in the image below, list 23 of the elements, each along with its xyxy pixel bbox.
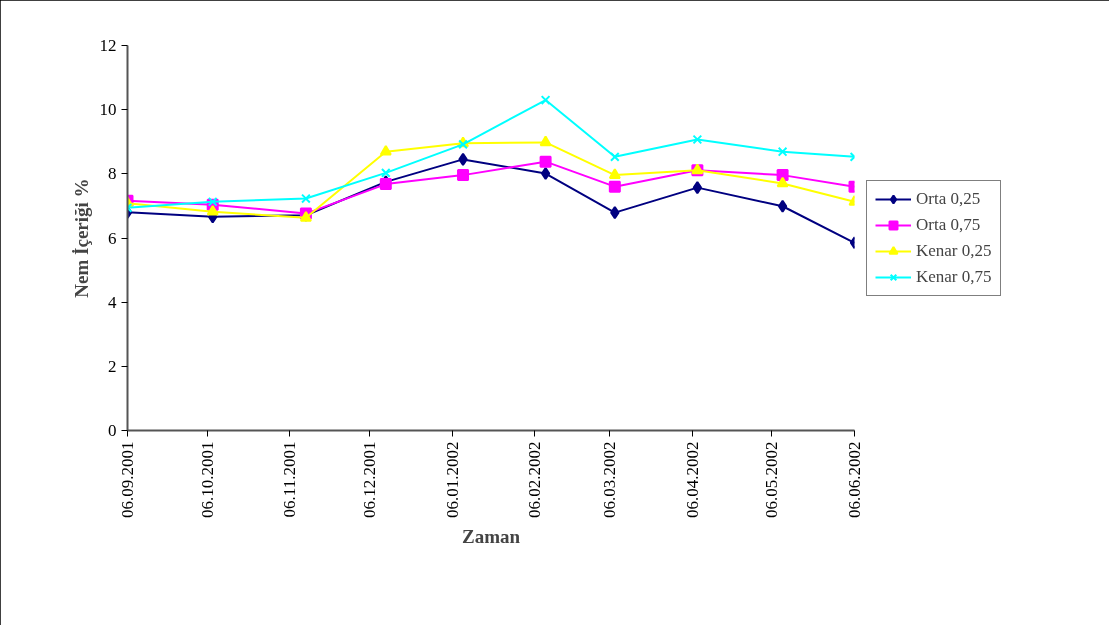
y-tick-label: 4 <box>108 292 117 312</box>
y-tick-label: 0 <box>108 421 117 440</box>
legend-label: Orta 0,25 <box>916 188 981 209</box>
y-axis-title: Nem İçeriği % <box>70 178 92 298</box>
x-tick-label: 06.10.2001 <box>197 441 217 518</box>
x-tick-label: 06.04.2002 <box>682 441 702 518</box>
x-tick-label: 06.03.2002 <box>600 441 619 518</box>
legend-label: Kenar 0,25 <box>916 240 992 261</box>
y-tick-label: 6 <box>108 228 117 248</box>
x-tick-label: 06.06.2002 <box>845 441 864 518</box>
y-tick-label: 10 <box>99 100 117 120</box>
legend-label: Orta 0,75 <box>916 214 981 235</box>
x-tick-label: 06.09.2001 <box>118 441 137 518</box>
x-axis-title: Zaman <box>461 526 521 547</box>
x-tick-label: 06.02.2002 <box>525 441 545 518</box>
y-tick-label: 2 <box>108 356 117 376</box>
x-tick-label: 06.05.2002 <box>762 441 782 518</box>
x-tick-label: 06.11.2001 <box>280 441 300 518</box>
legend-label: Kenar 0,75 <box>916 266 992 287</box>
x-tick-label: 06.01.2002 <box>442 441 462 518</box>
y-tick-label: 8 <box>108 164 117 184</box>
y-tick-label: 12 <box>99 36 117 55</box>
x-tick-label: 06.12.2001 <box>360 441 380 518</box>
